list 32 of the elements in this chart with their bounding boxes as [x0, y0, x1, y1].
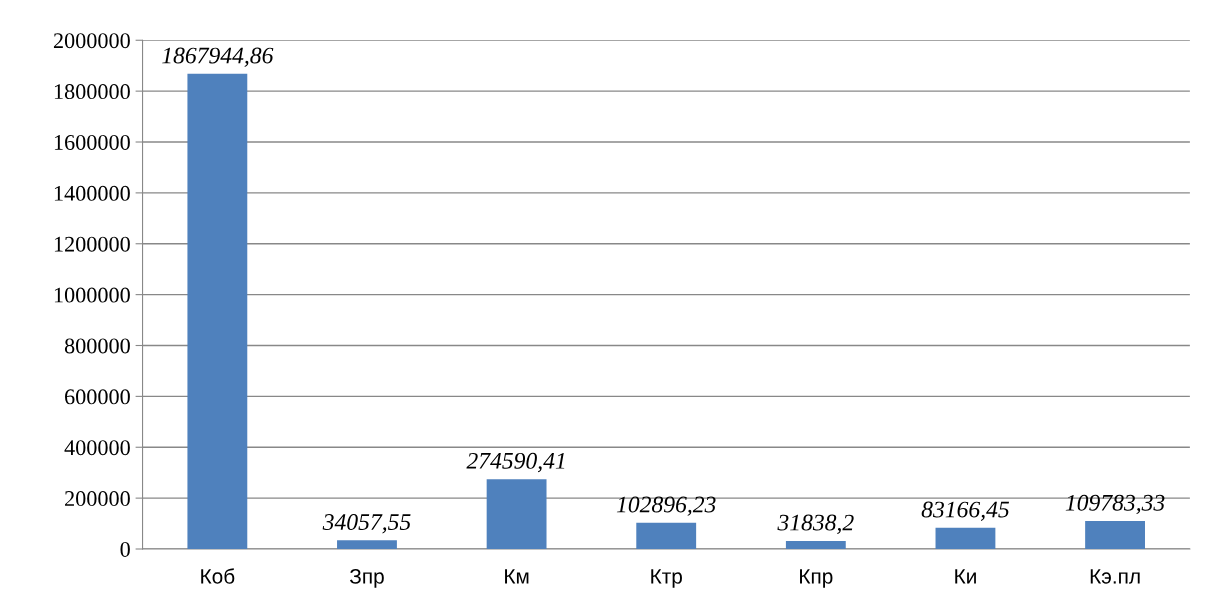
bar [1085, 521, 1145, 549]
data-label: 34057,55 [322, 514, 411, 534]
y-tick-label: 1400000 [54, 185, 130, 201]
y-tick-label: 800000 [64, 338, 130, 354]
data-label: 83166,45 [921, 501, 1010, 521]
x-tick-label: Ки [955, 569, 976, 584]
bar [636, 522, 697, 549]
y-tick-label: 1800000 [54, 84, 130, 100]
x-tick-label: Ктр [651, 569, 682, 588]
x-tick-label: Км [505, 569, 529, 584]
data-label: 274590,41 [466, 452, 565, 473]
y-tick-label: 1600000 [54, 134, 130, 150]
bar [935, 527, 996, 549]
y-tick-label: 200000 [65, 491, 130, 507]
y-tick-label: 400000 [64, 440, 130, 456]
bar [785, 540, 846, 549]
x-tick-label: Коб [201, 568, 235, 584]
data-label: 1867944,86 [162, 47, 274, 67]
x-tick-label: Кэ.пл [1090, 569, 1140, 584]
x-tick-label: Зпр [349, 569, 384, 588]
data-label: 109783,33 [1065, 494, 1165, 515]
bar [486, 479, 547, 549]
y-tick-label: 0 [120, 541, 130, 557]
bar [187, 73, 248, 549]
y-tick-label: 600000 [65, 389, 130, 405]
data-label: 102896,23 [616, 496, 716, 516]
y-tick-label: 1000000 [54, 287, 130, 303]
y-tick-label: 1200000 [54, 236, 130, 252]
x-tick-label: Кпр [800, 569, 833, 588]
bar [337, 540, 397, 549]
y-tick-label: 2000000 [53, 33, 130, 49]
data-label: 31838,2 [777, 514, 854, 534]
